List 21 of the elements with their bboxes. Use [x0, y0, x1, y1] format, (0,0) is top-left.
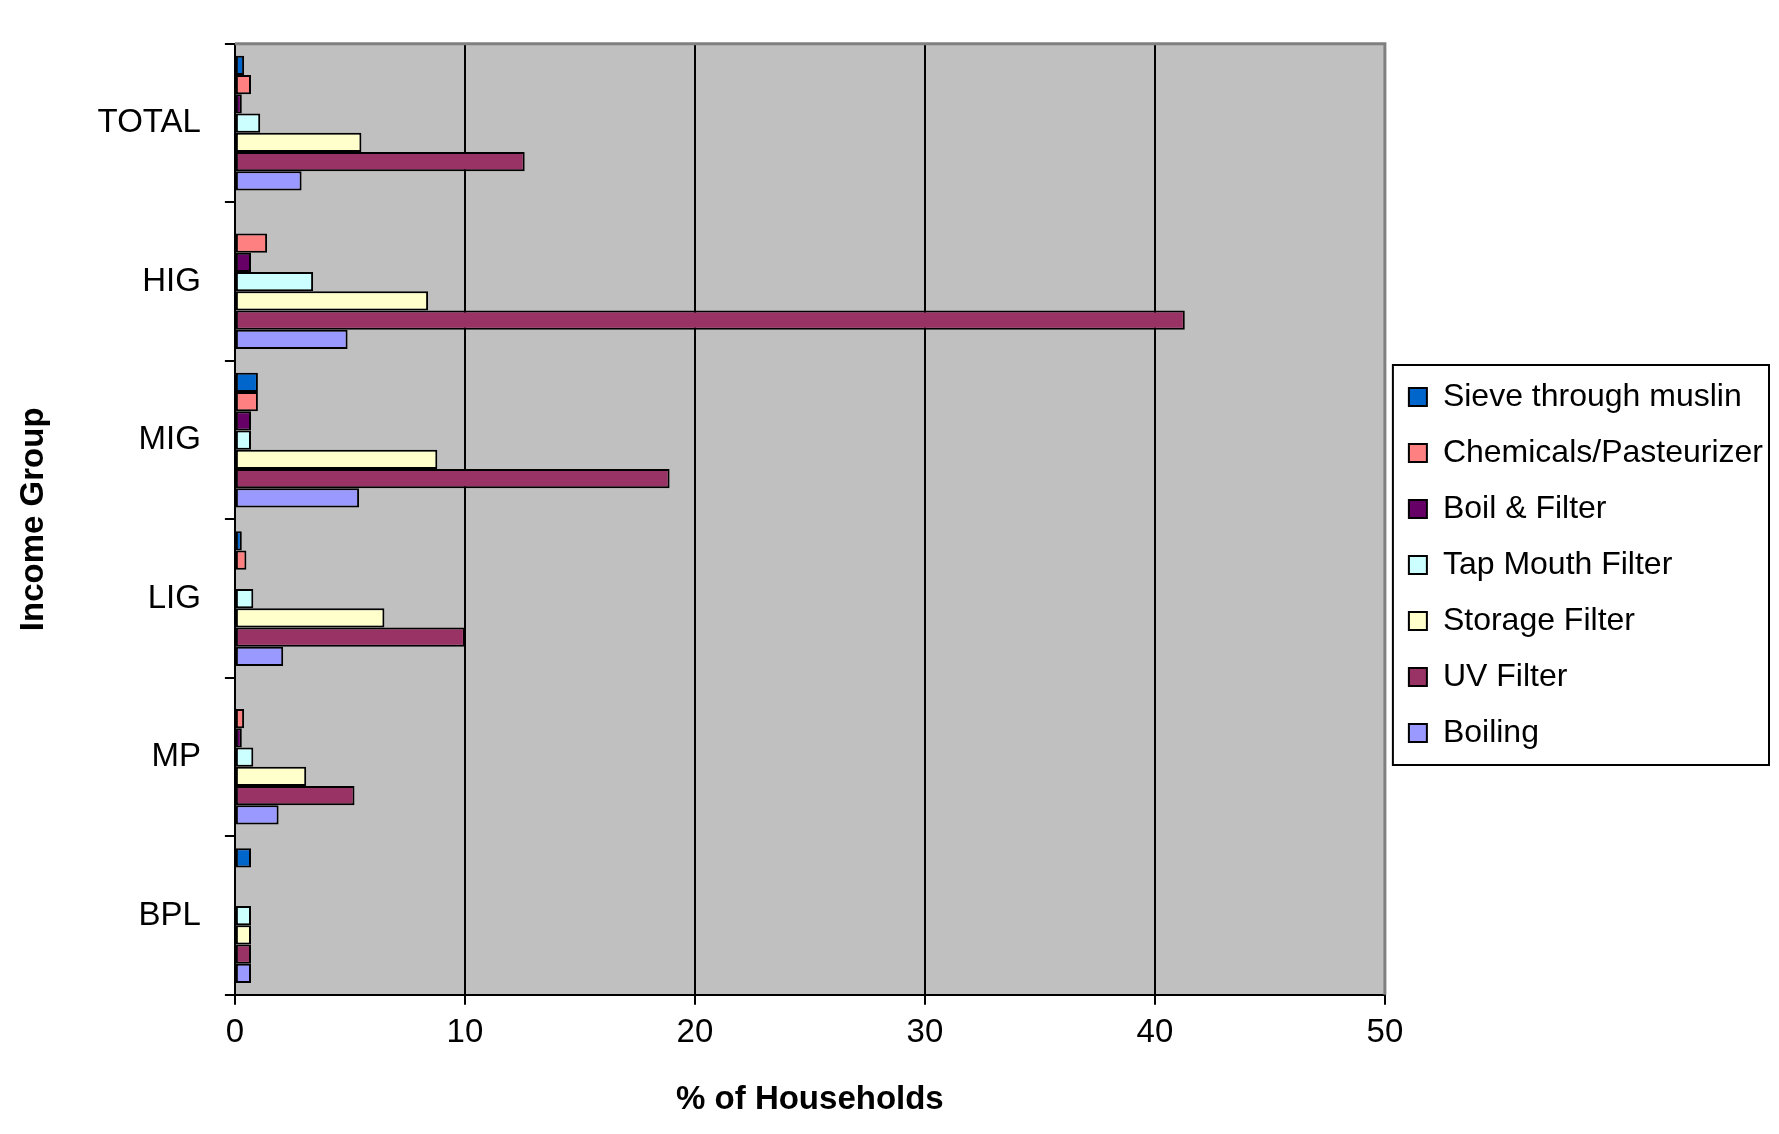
x-tick-label: 30	[906, 1011, 944, 1049]
x-tick-label: 50	[1366, 1011, 1404, 1049]
legend-label: Boiling	[1442, 712, 1539, 749]
y-axis-title: Income Group	[12, 407, 50, 632]
y-tick-label: HIG	[142, 260, 201, 298]
legend-label: Sieve through muslin	[1442, 376, 1742, 413]
legend-label: Chemicals/Pasteurizer	[1442, 432, 1764, 469]
y-tick-label: TOTAL	[97, 102, 201, 140]
legend-label: Boil & Filter	[1442, 488, 1607, 525]
x-tick-label: 20	[676, 1011, 714, 1049]
legend-label: UV Filter	[1442, 656, 1568, 693]
x-tick-label: 10	[446, 1011, 484, 1049]
y-tick-label: MIG	[138, 419, 201, 457]
legend-label: Storage Filter	[1442, 600, 1636, 637]
y-tick-label: LIG	[147, 577, 201, 615]
y-tick-label: MP	[151, 736, 201, 774]
legend-label: Tap Mouth Filter	[1442, 544, 1673, 581]
y-tick-label: BPL	[138, 894, 201, 932]
x-tick-label: 40	[1136, 1011, 1174, 1049]
x-tick-label: 0	[225, 1011, 245, 1049]
x-axis-title: % of Households	[676, 1079, 944, 1117]
